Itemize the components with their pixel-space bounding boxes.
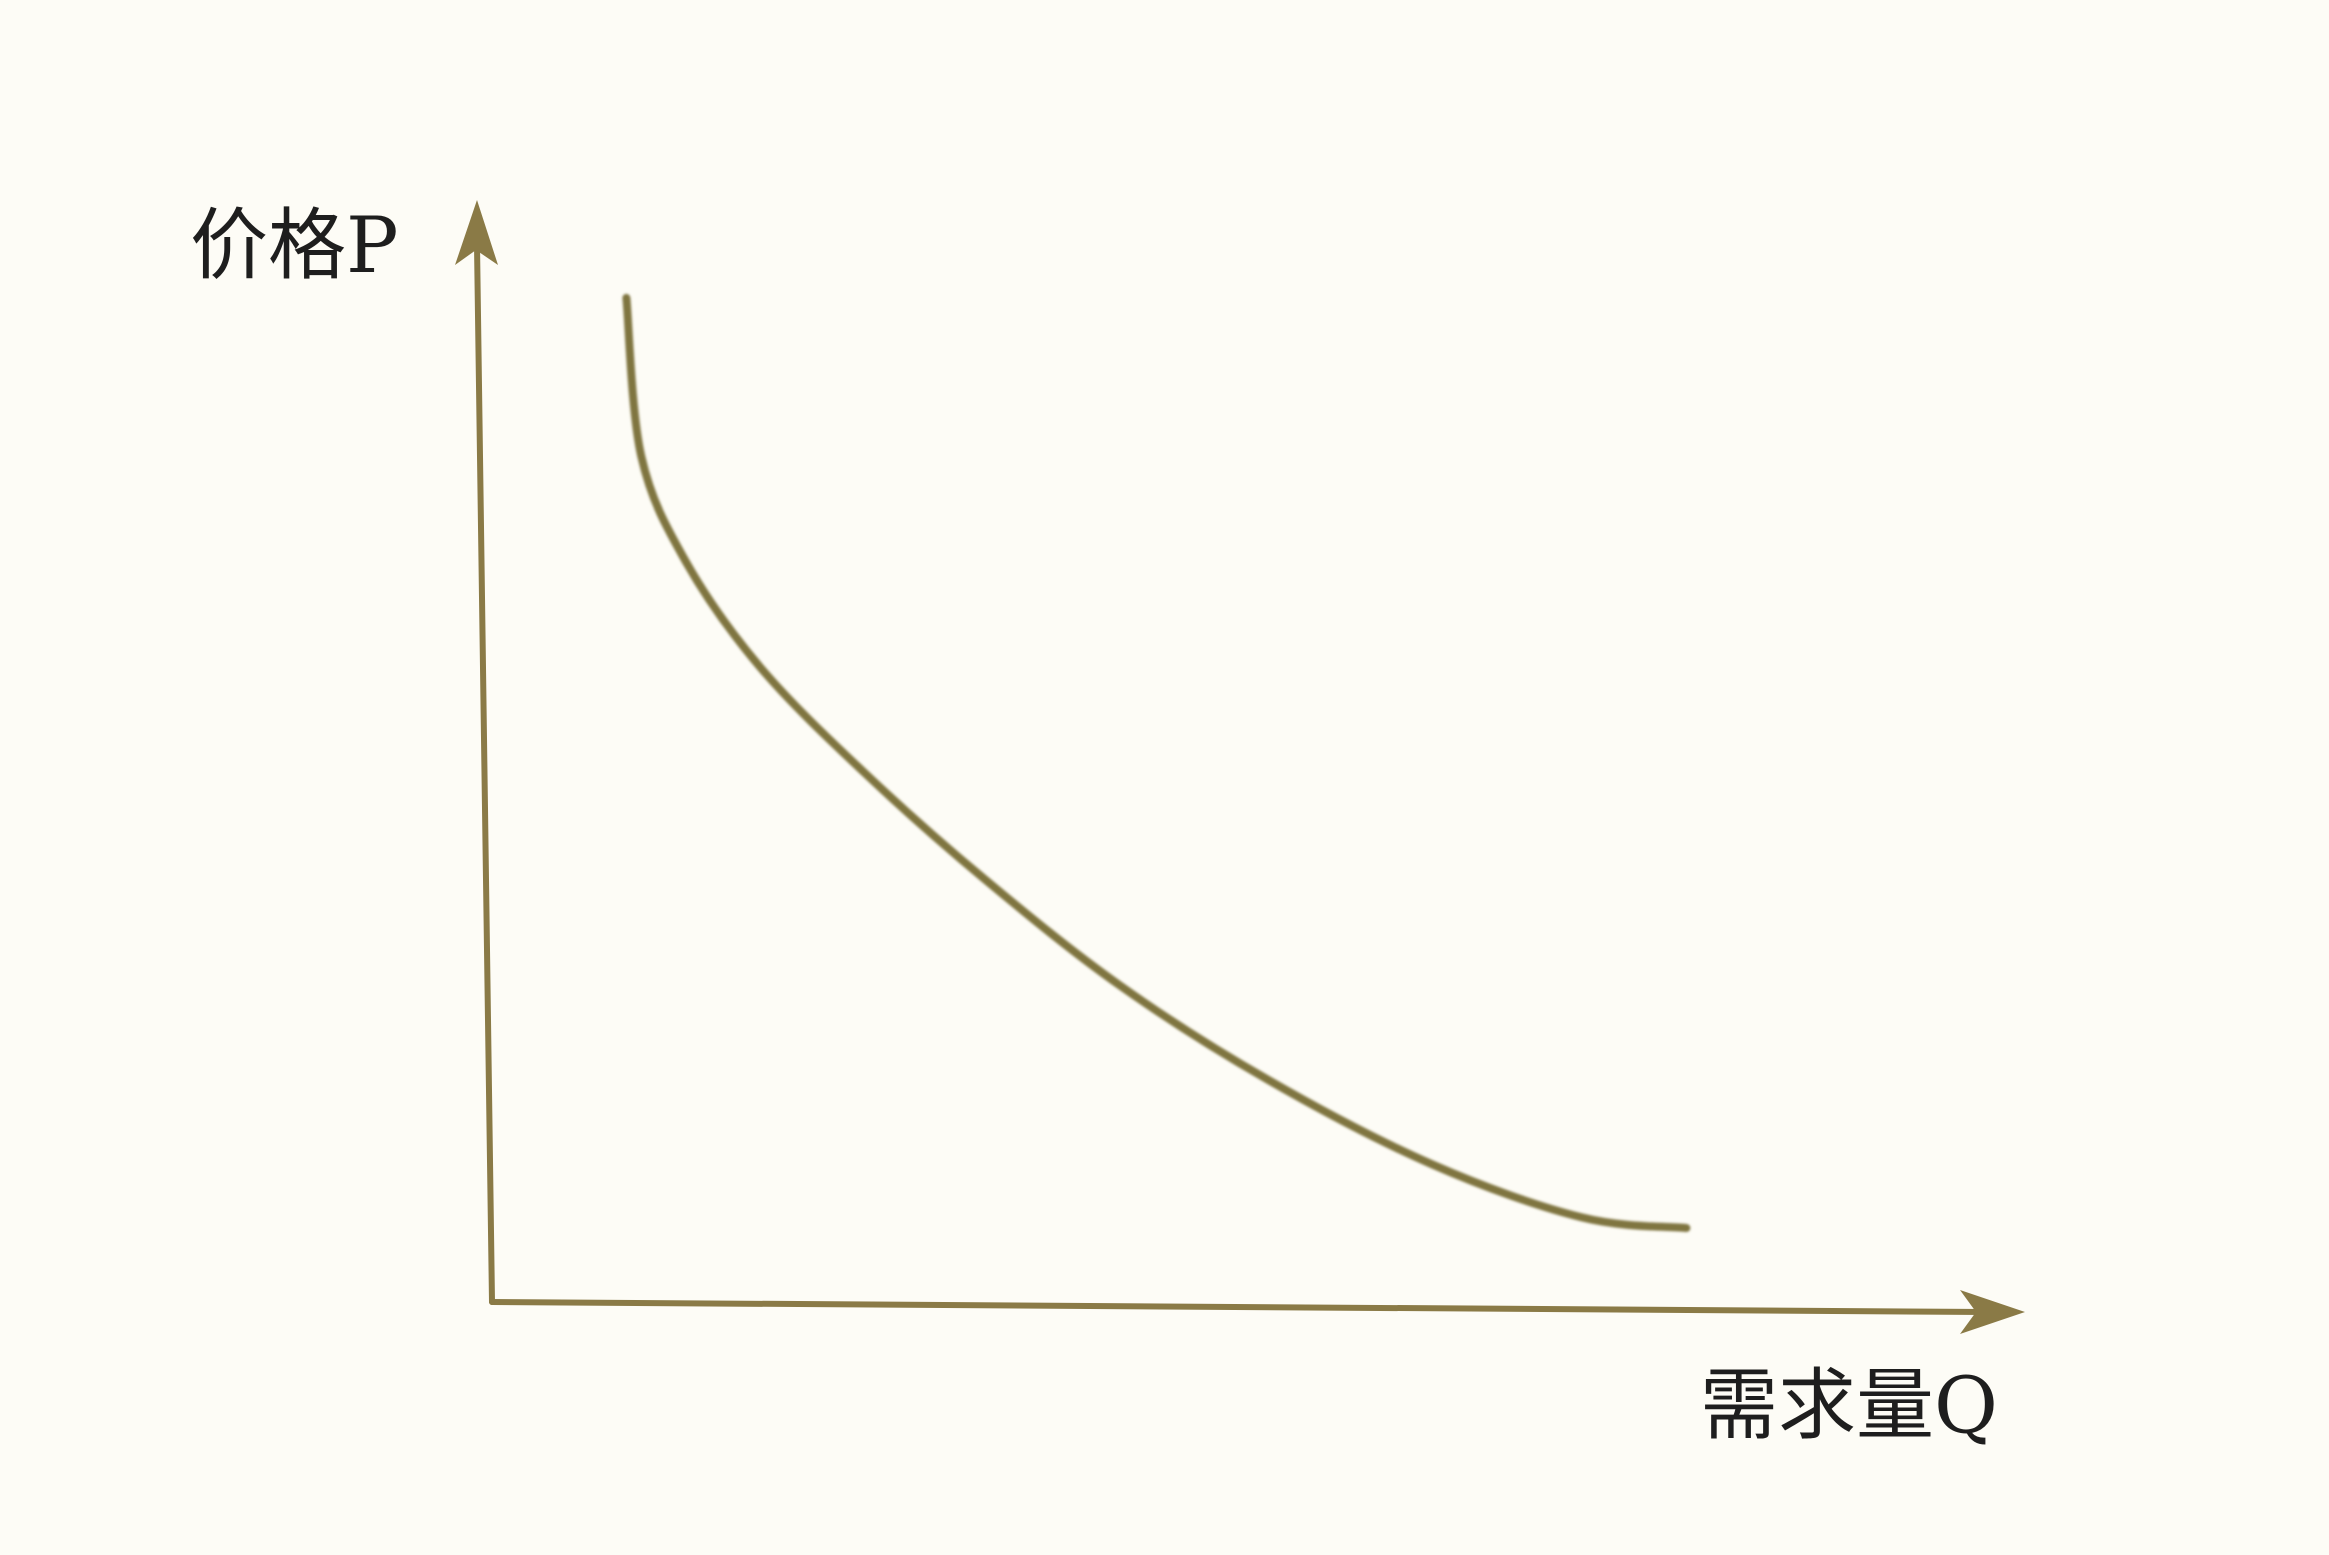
x-axis-arrow — [1960, 1290, 2025, 1334]
y-axis-label: 价格P — [190, 201, 398, 291]
y-axis-line — [474, 242, 495, 1305]
x-axis-label: 需求量Q — [1700, 1361, 1998, 1451]
demand-curve-line — [622, 293, 1691, 1232]
x-axis-line — [489, 1299, 1988, 1315]
y-axis-arrow — [455, 200, 498, 265]
